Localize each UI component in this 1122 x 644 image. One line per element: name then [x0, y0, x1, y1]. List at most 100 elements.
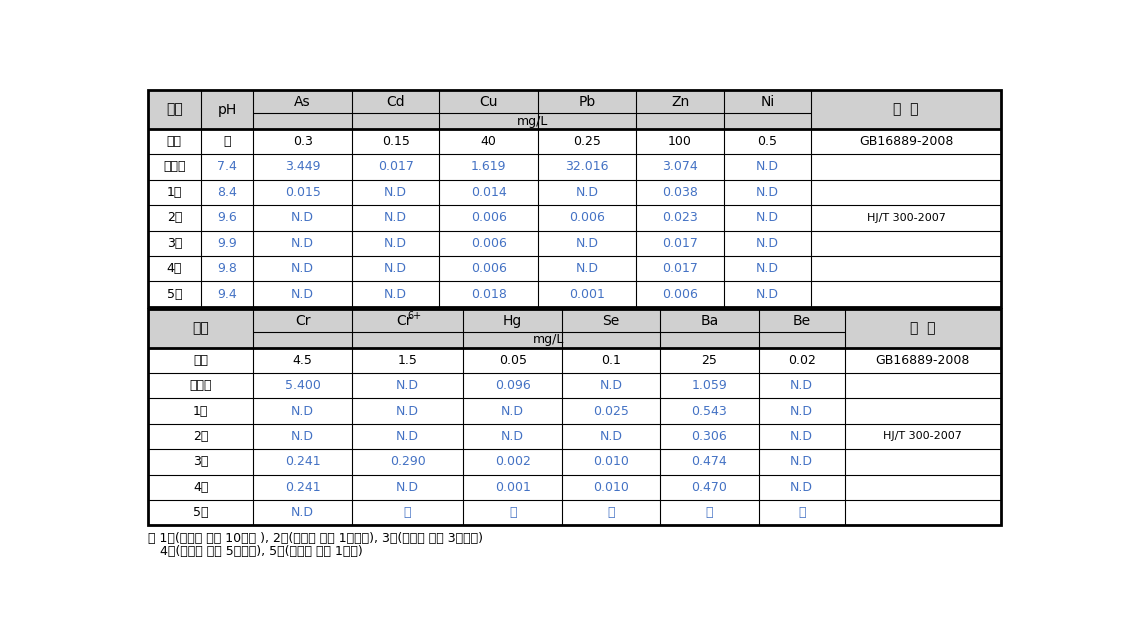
Bar	[148, 155, 1001, 180]
Text: 0.010: 0.010	[594, 481, 629, 494]
Text: 9.9: 9.9	[218, 237, 237, 250]
Text: 0.306: 0.306	[691, 430, 727, 443]
Text: 0.017: 0.017	[378, 160, 414, 173]
Text: 0.290: 0.290	[389, 455, 425, 468]
Text: 0.241: 0.241	[285, 455, 321, 468]
Bar	[660, 309, 758, 348]
Text: N.D: N.D	[502, 430, 524, 443]
Text: Hg: Hg	[503, 314, 522, 328]
Bar	[148, 129, 1001, 155]
Bar	[148, 373, 1001, 399]
Text: －: －	[607, 506, 615, 519]
Text: 0.038: 0.038	[662, 186, 698, 199]
Text: 0.006: 0.006	[569, 211, 605, 224]
Text: N.D: N.D	[756, 186, 779, 199]
Text: N.D: N.D	[291, 404, 314, 417]
Bar	[254, 90, 352, 129]
Text: 0.017: 0.017	[662, 262, 698, 275]
Bar	[148, 500, 1001, 526]
Text: N.D: N.D	[384, 262, 407, 275]
Text: 0.002: 0.002	[495, 455, 531, 468]
Bar	[148, 309, 1001, 526]
Text: N.D: N.D	[384, 237, 407, 250]
Text: 1.619: 1.619	[471, 160, 506, 173]
Bar	[636, 90, 724, 129]
Text: GB16889-2008: GB16889-2008	[875, 354, 969, 366]
Text: mg/L: mg/L	[533, 334, 564, 346]
Text: N.D: N.D	[790, 404, 813, 417]
Text: Cr: Cr	[396, 314, 412, 328]
Text: N.D: N.D	[396, 481, 420, 494]
Text: N.D: N.D	[291, 262, 314, 275]
Text: 100: 100	[668, 135, 692, 148]
Bar	[148, 424, 1001, 450]
Text: Be: Be	[792, 314, 811, 328]
Text: 1.5: 1.5	[397, 354, 417, 366]
Bar	[254, 309, 352, 348]
Text: 0.3: 0.3	[293, 135, 313, 148]
Text: 3.074: 3.074	[662, 160, 698, 173]
Text: N.D: N.D	[576, 237, 598, 250]
Text: N.D: N.D	[384, 211, 407, 224]
Text: N.D: N.D	[790, 481, 813, 494]
Text: N.D: N.D	[756, 262, 779, 275]
Text: 처리전: 처리전	[163, 160, 185, 173]
Text: Ni: Ni	[761, 95, 774, 109]
Text: 0.474: 0.474	[691, 455, 727, 468]
Text: 4회: 4회	[193, 481, 209, 494]
Text: 0.25: 0.25	[573, 135, 601, 148]
Text: N.D: N.D	[756, 287, 779, 301]
Text: 0.1: 0.1	[601, 354, 620, 366]
Text: －: －	[509, 506, 516, 519]
Text: 3회: 3회	[167, 237, 182, 250]
Text: 0.470: 0.470	[691, 481, 727, 494]
Text: 0.010: 0.010	[594, 455, 629, 468]
Text: Cu: Cu	[479, 95, 498, 109]
Bar	[352, 309, 463, 348]
Bar	[148, 90, 1001, 307]
Text: 0.014: 0.014	[471, 186, 506, 199]
Text: HJ/T 300-2007: HJ/T 300-2007	[866, 213, 946, 223]
Text: 0.05: 0.05	[498, 354, 526, 366]
Bar	[148, 475, 1001, 500]
Text: N.D: N.D	[291, 506, 314, 519]
Text: N.D: N.D	[384, 186, 407, 199]
Text: 9.6: 9.6	[218, 211, 237, 224]
Bar	[148, 281, 1001, 307]
Text: －: －	[798, 506, 806, 519]
Text: N.D: N.D	[790, 379, 813, 392]
Bar	[463, 309, 562, 348]
Text: N.D: N.D	[396, 430, 420, 443]
Text: 구분: 구분	[192, 321, 209, 336]
Text: 0.02: 0.02	[788, 354, 816, 366]
Text: pH: pH	[218, 102, 237, 117]
Text: Zn: Zn	[671, 95, 689, 109]
Text: N.D: N.D	[790, 430, 813, 443]
Text: 0.006: 0.006	[470, 237, 506, 250]
Text: N.D: N.D	[756, 211, 779, 224]
Bar	[352, 90, 440, 129]
Text: 구분: 구분	[166, 102, 183, 117]
Text: 0.001: 0.001	[495, 481, 531, 494]
Text: 1.059: 1.059	[691, 379, 727, 392]
Text: －: －	[706, 506, 714, 519]
Text: 3.449: 3.449	[285, 160, 321, 173]
Bar	[201, 90, 254, 129]
Text: 5회: 5회	[193, 506, 209, 519]
Text: 0.15: 0.15	[381, 135, 410, 148]
Text: N.D: N.D	[756, 237, 779, 250]
Text: 40: 40	[480, 135, 497, 148]
Text: 0.5: 0.5	[757, 135, 778, 148]
Text: 25: 25	[701, 354, 717, 366]
Text: －: －	[223, 135, 231, 148]
Bar	[811, 90, 1001, 129]
Text: 1회: 1회	[193, 404, 209, 417]
Text: 6+: 6+	[407, 311, 422, 321]
Text: 7.4: 7.4	[218, 160, 237, 173]
Text: N.D: N.D	[291, 237, 314, 250]
Bar	[845, 309, 1001, 348]
Text: 32.016: 32.016	[565, 160, 609, 173]
Text: Ba: Ba	[700, 314, 718, 328]
Bar	[148, 450, 1001, 475]
Bar	[148, 180, 1001, 205]
